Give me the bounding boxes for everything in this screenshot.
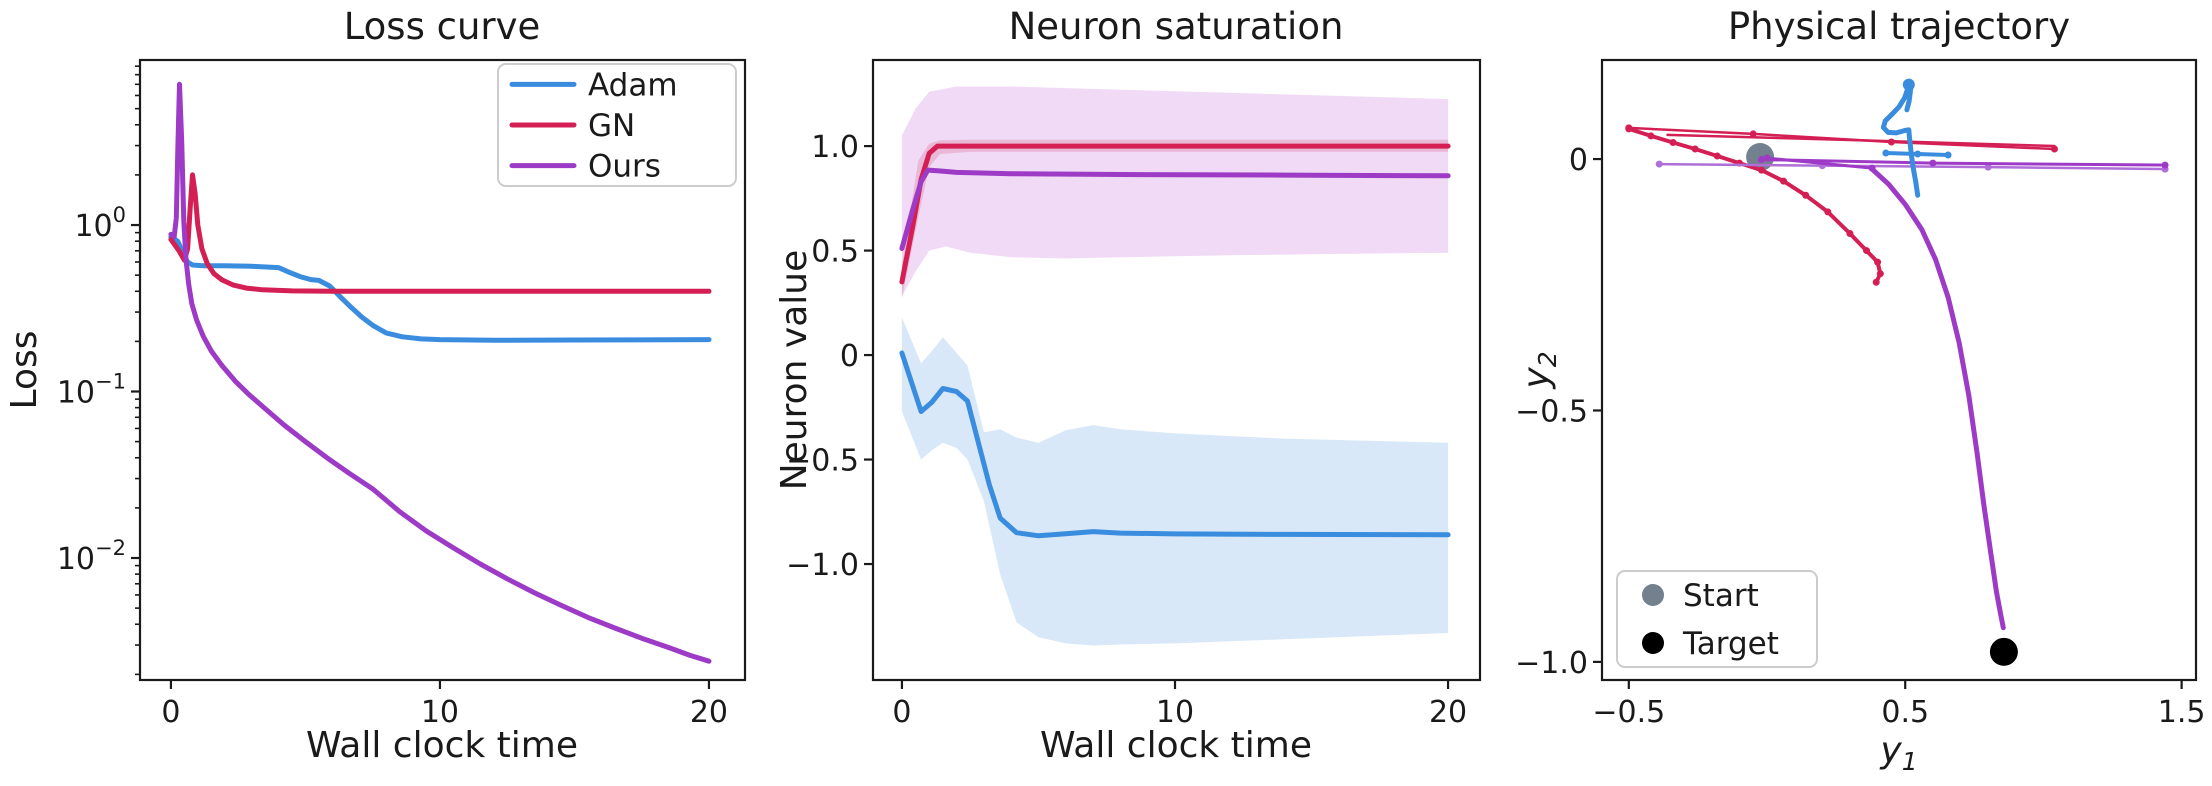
saturation-ytick-label: 0.5 (811, 235, 859, 270)
loss-chart-title: Loss curve (344, 5, 541, 48)
trajectory-xtick-label: 0.5 (1881, 695, 1929, 730)
trajectory-plot-border (1600, 58, 2198, 682)
loss-ytick-label: 10−1 (57, 370, 126, 411)
loss-chart: 0 10 20 100 10−1 10−2 Adam GN Ours (57, 58, 747, 730)
gn-descent-marker (1780, 177, 1788, 185)
saturation-plot-border (871, 58, 1482, 682)
adam-crossbar-marker (1914, 150, 1922, 158)
saturation-chart: 0 10 20 1.0 0.5 0 −0.5 −1.0 (786, 58, 1482, 730)
saturation-xtick-label: 0 (892, 695, 911, 730)
trajectory-chart-title: Physical trajectory (1728, 5, 2070, 48)
saturation-ytick-label: −0.5 (786, 444, 859, 479)
legend-label-gn: GN (588, 108, 635, 144)
legend-label-adam: Adam (588, 67, 678, 103)
saturation-ours-line (899, 167, 1451, 251)
saturation-xtick-label: 20 (1429, 695, 1467, 730)
saturation-adam-band (901, 317, 1449, 646)
saturation-ours-band (901, 86, 1449, 297)
gn-descent-marker (1691, 145, 1699, 153)
legend-swatch-target (1642, 632, 1664, 654)
trajectory-ytick-label: −0.5 (1515, 394, 1588, 429)
legend-label-start: Start (1683, 578, 1759, 614)
gn-outline-upper (1627, 126, 2056, 151)
gn-descent-marker (1824, 208, 1832, 216)
loss-xtick-label: 10 (421, 695, 459, 730)
saturation-gn-line (899, 143, 1451, 285)
gn-descent-marker (1713, 152, 1721, 160)
loss-xaxis-label: Wall clock time (306, 725, 578, 766)
gn-descent-marker (1625, 125, 1633, 133)
loss-gn-line (168, 172, 712, 294)
ours-strand-long-marker (1655, 160, 1663, 168)
saturation-ytick-label: −1.0 (786, 548, 859, 583)
adam-squiggle (1880, 81, 1921, 198)
gn-descent-marker (1669, 138, 1677, 146)
loss-yaxis-label: Loss (4, 331, 45, 410)
saturation-adam-line (899, 350, 1451, 539)
loss-legend: Adam GN Ours (497, 63, 737, 187)
gn-descent-marker (1872, 278, 1880, 286)
gn-descent-marker (1647, 132, 1655, 140)
loss-xtick-label: 0 (161, 695, 180, 730)
ours-strand-bright-marker (1757, 156, 1765, 164)
saturation-ytick-label: 1.0 (811, 130, 859, 165)
saturation-xaxis-label: Wall clock time (1040, 725, 1312, 766)
adam-crossbar-marker (1944, 151, 1952, 159)
loss-ytick-label: 100 (74, 203, 126, 244)
gn-descent-marker (1876, 270, 1884, 278)
trajectory-legend-box (1616, 570, 1818, 668)
gn-outline-upper-marker (2050, 145, 2058, 153)
trajectory-xaxis-label: y1 (1879, 730, 1917, 776)
adam-crossbar-marker (1882, 149, 1890, 157)
legend-label-target: Target (1682, 626, 1779, 662)
saturation-xtick-label: 10 (1156, 695, 1194, 730)
loss-xtick-label: 20 (690, 695, 728, 730)
saturation-yaxis-label: Neuron value (774, 250, 815, 491)
loss-plot-border (138, 58, 747, 682)
ours-strand-bright-marker (1929, 159, 1937, 167)
loss-ours-line (168, 81, 712, 664)
trajectory-xtick-label: 1.5 (2158, 695, 2206, 730)
trajectory-ytick-label: 0 (1569, 143, 1588, 178)
ours-strand-bright-marker (2161, 161, 2169, 169)
ours-strand-long-marker (1984, 163, 1992, 171)
loss-ytick-label: 10−2 (57, 536, 126, 577)
loss-legend-box (497, 63, 737, 187)
gn-outline-upper-marker (1749, 130, 1757, 138)
gn-descent-marker (1802, 191, 1810, 199)
legend-swatch-start (1642, 584, 1664, 606)
ours-strand-long (1657, 162, 2167, 171)
ours-descent (1869, 166, 2006, 631)
saturation-chart-title: Neuron saturation (1009, 5, 1344, 48)
trajectory-legend: Start Target (1616, 570, 1818, 668)
legend-label-ours: Ours (588, 149, 661, 185)
gn-outline-lower (1666, 133, 2056, 148)
target-point (1989, 637, 2018, 666)
trajectory-ytick-label: −1.0 (1515, 646, 1588, 681)
trajectory-xtick-label: −0.5 (1592, 695, 1665, 730)
loss-adam-line (168, 234, 712, 343)
gn-descent-marker (1846, 229, 1854, 237)
ours-strand-short-marker (1763, 154, 1771, 162)
trajectory-yaxis-label: y2 (1516, 351, 1562, 389)
saturation-ytick-label: 0 (840, 339, 859, 374)
adam-knot (1902, 78, 1915, 91)
gn-descent-marker (1874, 258, 1882, 266)
ours-strand-short (1765, 156, 1874, 170)
gn-descent-marker (1863, 247, 1871, 255)
gn-descent-marker (1757, 166, 1765, 174)
